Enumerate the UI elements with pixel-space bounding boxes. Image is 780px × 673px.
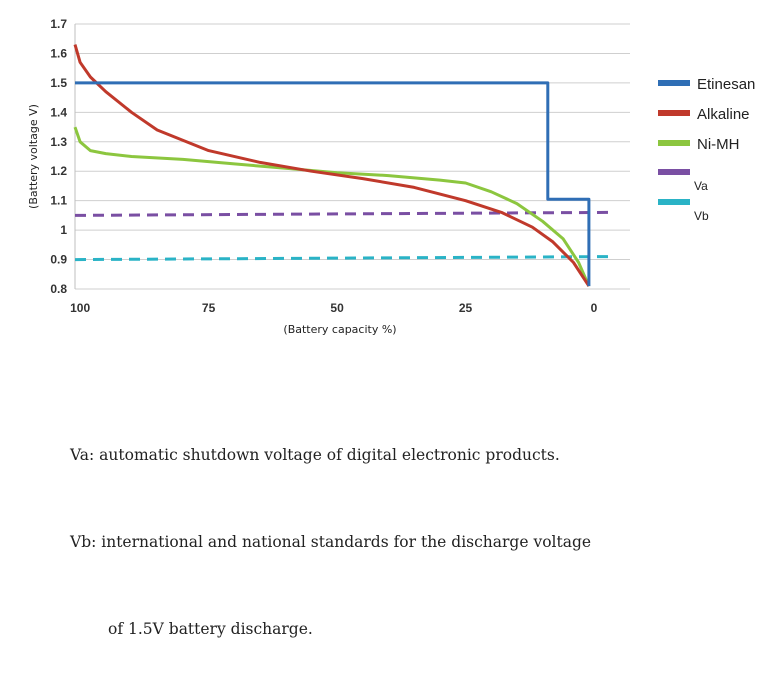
- x-tick-label: 75: [202, 301, 216, 315]
- note-vb-line2: of 1.5V battery discharge.: [108, 620, 313, 638]
- y-tick-label: 1.2: [50, 164, 67, 178]
- footnotes: Va: automatic shutdown voltage of digita…: [70, 383, 770, 673]
- y-tick-label: 0.9: [50, 253, 67, 267]
- series-lines: [73, 44, 610, 287]
- legend-label-etinesan: Etinesan: [697, 76, 755, 93]
- x-tick-label: 25: [459, 301, 473, 315]
- y-axis-title: (Battery voltage V): [27, 104, 40, 209]
- legend-swatch-ni-mh: [658, 140, 690, 146]
- series-etinesan-line: [75, 81, 591, 287]
- y-tick-label: 1.3: [50, 135, 67, 149]
- y-tick-label: 1: [60, 223, 67, 237]
- legend-label-vb: Vb: [694, 209, 709, 223]
- y-tick-label: 1.7: [50, 17, 67, 31]
- legend-swatch-va: [658, 169, 690, 175]
- x-tick-label: 100: [70, 301, 90, 315]
- x-tick-label: 50: [330, 301, 344, 315]
- note-va: Va: automatic shutdown voltage of digita…: [70, 446, 560, 464]
- legend: Etinesan Alkaline Ni-MH Va Vb: [658, 76, 755, 223]
- y-tick-label: 0.8: [50, 282, 67, 296]
- y-tick-label: 1.6: [50, 46, 67, 60]
- x-axis-title: (Battery capacity %): [283, 323, 396, 336]
- note-vb-line1: Vb: international and national standards…: [70, 533, 592, 551]
- legend-label-ni-mh: Ni-MH: [697, 136, 740, 153]
- y-tick-label: 1.5: [50, 76, 67, 90]
- legend-swatch-vb: [658, 199, 690, 205]
- series-ni-mh-line: [73, 126, 591, 287]
- y-tick-label: 1.1: [50, 194, 67, 208]
- x-tick-label: 0: [591, 301, 598, 315]
- legend-label-va: Va: [694, 179, 708, 193]
- series-alkaline-line: [73, 44, 591, 287]
- legend-swatch-alkaline: [658, 110, 690, 116]
- legend-swatch-etinesan: [658, 80, 690, 86]
- x-tick-labels: 100 75 50 25 0: [70, 301, 598, 315]
- y-tick-label: 1.4: [50, 105, 67, 119]
- legend-label-alkaline: Alkaline: [697, 106, 750, 123]
- battery-discharge-chart: 0.80.911.11.21.31.41.51.61.7 100 75 50 25 0 …: [27, 17, 755, 336]
- y-tick-labels: 0.8 0.9 1 1.1 1.2 1.3 1.4 1.5 1.6 1.7: [50, 17, 67, 296]
